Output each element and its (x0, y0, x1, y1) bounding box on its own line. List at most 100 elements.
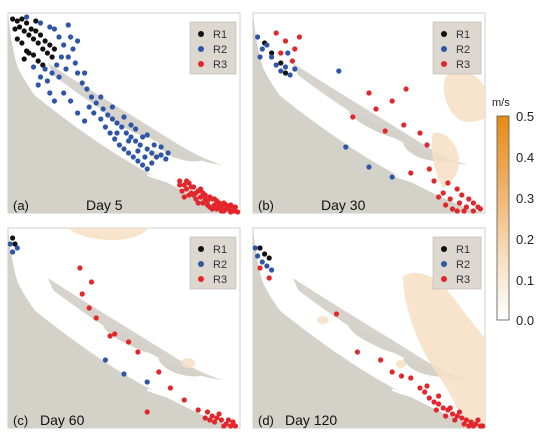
point-r3 (454, 413, 460, 419)
point-r2 (135, 158, 141, 164)
point-r2 (54, 62, 60, 68)
legend-entry-r1: R1 (441, 244, 470, 256)
point-r1 (40, 46, 46, 52)
point-r2 (133, 138, 139, 144)
colorbar-tick-label: 0.4 (516, 150, 534, 165)
point-r3 (135, 349, 141, 355)
point-r3 (86, 305, 92, 311)
point-r3 (218, 208, 224, 214)
point-r1 (30, 52, 37, 58)
point-r3 (200, 200, 206, 206)
flow-patch (403, 272, 485, 428)
point-r3 (221, 423, 227, 429)
point-r2 (135, 148, 141, 154)
point-r3 (436, 393, 442, 399)
legend-label-r1: R1 (456, 244, 470, 256)
point-r3 (198, 194, 204, 200)
point-r3 (257, 265, 263, 271)
point-r3 (389, 369, 395, 375)
point-r2 (264, 263, 270, 269)
point-r3 (470, 200, 476, 206)
point-r3 (126, 339, 132, 345)
point-r3 (230, 419, 236, 425)
point-r2 (128, 122, 134, 128)
point-r2 (10, 249, 16, 255)
point-r3 (112, 331, 118, 337)
point-r2 (56, 74, 62, 80)
point-r2 (287, 72, 293, 78)
point-r1 (278, 60, 284, 66)
point-r3 (433, 407, 439, 413)
point-r3 (223, 206, 229, 212)
point-r3 (207, 194, 213, 200)
point-r3 (431, 178, 437, 184)
point-r3 (426, 395, 432, 401)
point-r2 (140, 162, 146, 168)
point-r1 (33, 18, 39, 24)
point-r1 (266, 255, 272, 261)
point-r2 (252, 245, 258, 251)
point-r2 (119, 124, 125, 130)
point-r3 (232, 423, 238, 429)
point-r1 (10, 16, 16, 22)
panel-day-title: Day 120 (285, 412, 337, 428)
legend-marker-r3 (441, 61, 447, 67)
point-r2 (121, 146, 127, 152)
point-r3 (436, 194, 442, 200)
point-r1 (21, 28, 27, 34)
point-r3 (403, 86, 409, 92)
point-r1 (12, 241, 18, 247)
point-r3 (214, 415, 220, 421)
point-r2 (47, 90, 53, 96)
point-r2 (116, 142, 122, 148)
point-r2 (130, 154, 136, 160)
point-r1 (19, 16, 25, 22)
point-r2 (14, 245, 20, 251)
legend-entry-r2: R2 (441, 44, 470, 56)
point-r3 (225, 417, 231, 423)
point-r2 (123, 130, 129, 136)
point-r3 (191, 192, 197, 198)
point-r3 (443, 413, 449, 419)
point-r2 (144, 132, 150, 138)
point-r3 (195, 407, 201, 413)
point-r1 (10, 235, 16, 241)
point-r3 (296, 34, 302, 40)
point-r3 (273, 30, 279, 36)
point-r2 (114, 120, 120, 126)
point-r3 (266, 275, 272, 281)
point-r2 (137, 142, 143, 148)
point-r2 (121, 371, 127, 377)
point-r3 (398, 373, 405, 379)
point-r3 (235, 209, 241, 215)
legend-label-r1: R1 (213, 29, 227, 41)
panel-a: R1 R2 R3 (a) Day 5 (6, 11, 241, 215)
legend-entry-r1: R1 (441, 29, 470, 41)
point-r3 (456, 409, 463, 415)
point-r1 (282, 70, 289, 76)
point-r2 (93, 100, 99, 106)
legend-entry-r2: R2 (198, 259, 227, 271)
point-r3 (184, 178, 190, 184)
point-r2 (102, 124, 108, 130)
point-r3 (373, 106, 379, 112)
point-r3 (230, 208, 236, 214)
point-r3 (218, 417, 224, 423)
point-r3 (93, 315, 99, 321)
point-r3 (454, 208, 460, 214)
colorbar-tick-label: 0.1 (516, 273, 534, 288)
legend-entry-r3: R3 (441, 59, 470, 71)
point-r3 (470, 423, 476, 429)
point-r3 (401, 122, 407, 128)
point-r3 (282, 38, 289, 44)
point-r2 (98, 94, 104, 100)
point-r3 (350, 114, 356, 120)
point-r3 (200, 190, 206, 196)
point-r2 (37, 20, 44, 26)
point-r2 (109, 116, 115, 122)
point-r2 (278, 68, 284, 74)
point-r3 (292, 46, 298, 52)
point-r2 (79, 80, 85, 86)
point-r1 (42, 38, 48, 44)
point-r3 (436, 401, 442, 407)
